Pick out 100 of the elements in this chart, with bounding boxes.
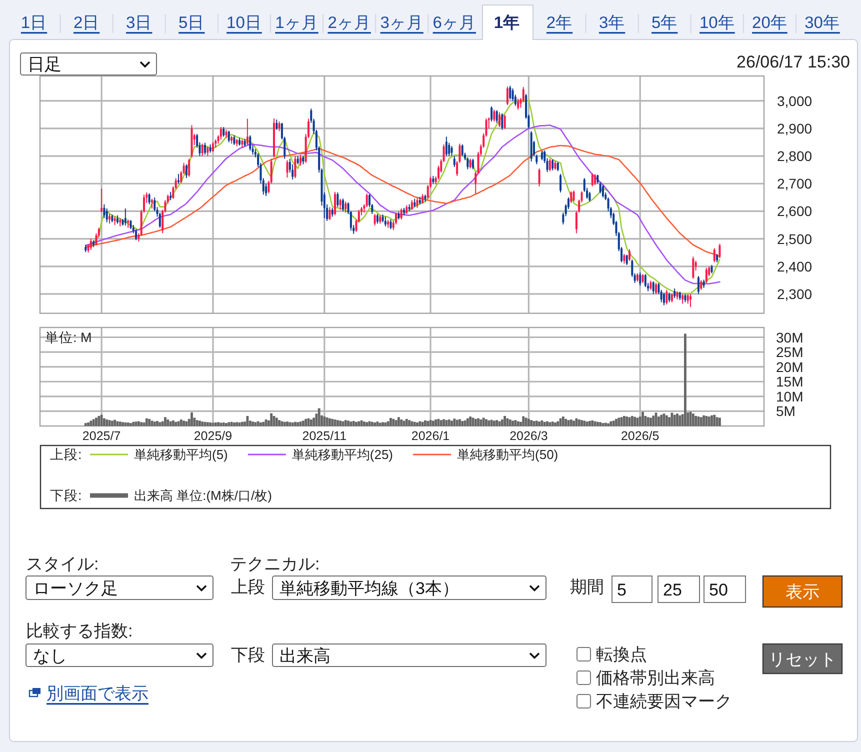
text: 別画面で表示 <box>46 684 148 703</box>
text: 20年 <box>752 14 788 32</box>
bar <box>705 416 708 426</box>
bar <box>708 416 710 426</box>
bar <box>382 422 384 426</box>
bar <box>158 422 162 426</box>
candlestick <box>185 164 188 179</box>
candlestick <box>249 134 252 151</box>
candlestick <box>222 126 225 138</box>
candlestick <box>686 293 689 304</box>
bar <box>466 418 469 426</box>
candlestick <box>623 253 626 264</box>
bar <box>626 416 628 426</box>
bar <box>400 419 403 426</box>
bar <box>469 416 472 426</box>
bar <box>694 416 698 426</box>
bar <box>358 421 360 426</box>
bar <box>172 420 174 426</box>
candlestick <box>228 130 230 143</box>
bar <box>378 422 382 426</box>
text: 単純移動平均線（3本） <box>280 578 459 598</box>
bar <box>374 422 376 426</box>
bar <box>530 420 533 426</box>
text: 比較する指数: <box>26 622 133 640</box>
candlestick <box>334 191 336 216</box>
text: なし <box>33 646 67 666</box>
candlestick <box>148 192 150 205</box>
bar <box>98 416 100 426</box>
candlestick <box>124 208 126 226</box>
bar <box>196 420 198 426</box>
text: 50 <box>709 580 728 600</box>
candlestick <box>130 220 132 230</box>
bar <box>588 420 591 426</box>
bar <box>554 422 556 426</box>
bar <box>256 421 260 426</box>
bar <box>286 422 288 426</box>
candlestick <box>570 190 572 204</box>
bar <box>575 418 578 426</box>
candlestick <box>713 248 716 263</box>
legend-label: 単純移動平均(50) <box>457 447 558 462</box>
y-tick-label: 2,400 <box>777 258 812 274</box>
candlestick <box>493 109 496 122</box>
y-tick-label: 2,600 <box>777 203 812 220</box>
bar <box>304 418 308 426</box>
bar <box>145 418 148 426</box>
bar <box>87 422 90 426</box>
bar <box>103 418 106 426</box>
candlestick <box>300 154 302 166</box>
candlestick <box>201 143 204 157</box>
bar <box>148 418 150 426</box>
candlestick <box>374 213 376 226</box>
candlestick <box>453 156 456 168</box>
candlestick <box>204 142 206 156</box>
candlestick <box>538 168 540 187</box>
bar <box>344 420 347 426</box>
text: 出来高 <box>280 646 330 666</box>
candlestick <box>328 206 331 221</box>
candlestick <box>594 173 596 186</box>
text: 10日 <box>226 14 262 32</box>
bar <box>328 418 331 426</box>
bar <box>488 420 490 426</box>
bar <box>90 420 92 426</box>
candlestick <box>472 158 474 170</box>
bar <box>156 420 158 426</box>
bar <box>132 422 135 426</box>
bar <box>442 419 445 426</box>
candlestick <box>556 162 559 172</box>
bar <box>366 422 368 426</box>
candlestick <box>416 197 418 208</box>
bar <box>652 416 655 426</box>
candlestick <box>650 280 652 290</box>
legend-title: 上段: <box>50 447 82 462</box>
bar <box>676 414 678 426</box>
candlestick <box>342 198 344 212</box>
text: 1年 <box>494 13 520 32</box>
bar <box>254 422 257 426</box>
candlestick <box>103 204 106 219</box>
bar <box>185 421 188 426</box>
x-tick-label: 2026/1 <box>411 429 450 443</box>
bar <box>164 417 166 426</box>
x-tick-label: 2026/5 <box>620 429 660 443</box>
bar <box>114 420 116 426</box>
bar <box>270 413 273 426</box>
bar <box>599 422 602 426</box>
bar <box>670 412 674 426</box>
bar <box>416 422 418 426</box>
bar <box>214 422 217 426</box>
legend-title: 下段: <box>50 488 82 503</box>
bar <box>421 422 424 426</box>
y-tick-label: 2,700 <box>777 176 812 192</box>
legend-label: 出来高 単位:(M株/口/枚) <box>134 488 272 503</box>
text: 6ヶ月 <box>432 14 476 32</box>
bar <box>397 417 400 426</box>
candlestick <box>540 150 543 161</box>
bar <box>190 412 193 426</box>
bar <box>318 408 320 426</box>
candlestick <box>384 216 386 227</box>
candlestick <box>662 292 665 306</box>
bar <box>591 420 594 426</box>
y-tick-label: 2,900 <box>777 120 812 136</box>
